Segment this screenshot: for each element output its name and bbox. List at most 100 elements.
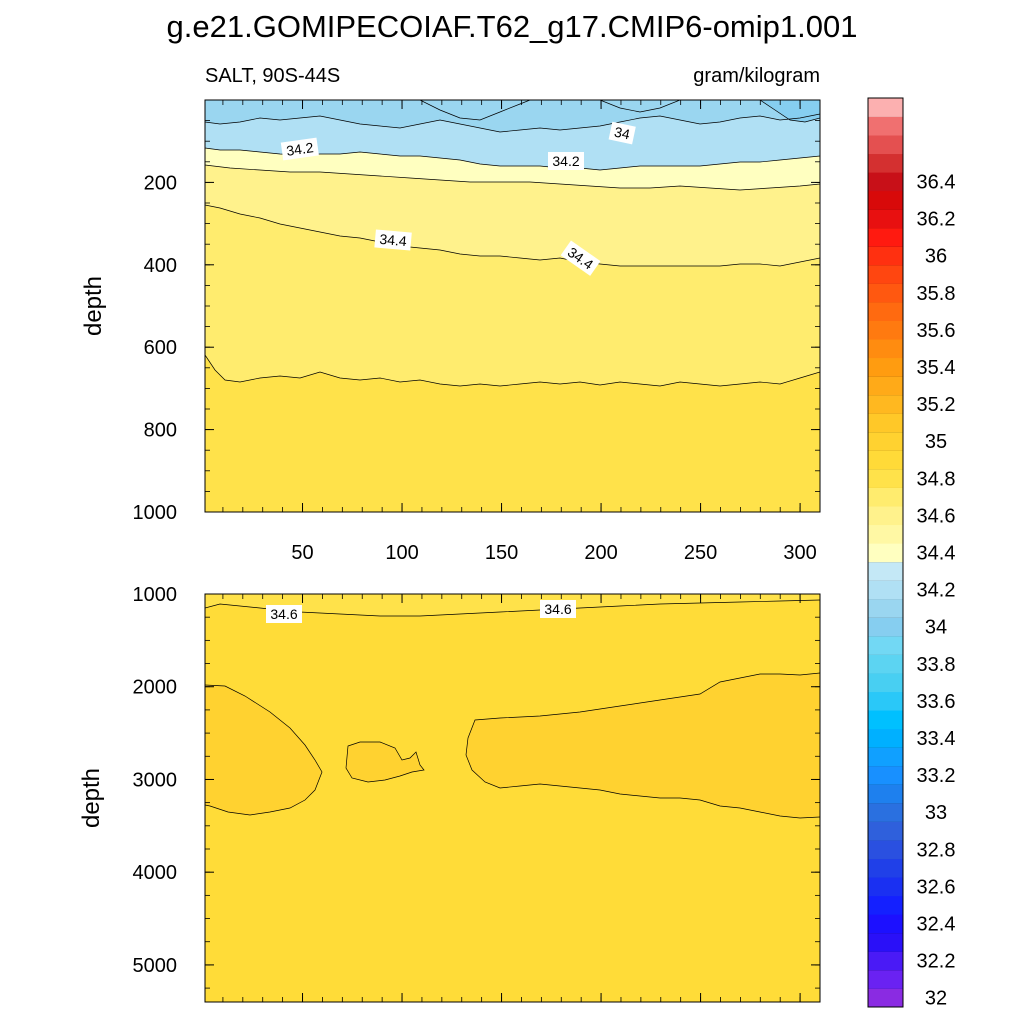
y-tick-label: 5000 — [133, 955, 178, 977]
upper-fill-33-8 — [205, 100, 820, 132]
lower-contour-labels: 34.6 34.6 — [266, 600, 576, 623]
colorbar-tick-label: 36.2 — [917, 209, 956, 231]
lower-frame — [204, 593, 821, 1003]
colorbar-swatch — [868, 691, 903, 711]
colorbar-tick-label: 34.8 — [917, 468, 956, 490]
figure-title: g.e21.GOMIPECOIAF.T62_g17.CMIP6-omip1.00… — [167, 9, 858, 44]
colorbar-swatch — [868, 802, 903, 822]
colorbar-tick-label: 35.2 — [917, 394, 956, 416]
lower-fill-34-8-region-3 — [466, 673, 820, 818]
x-tick-label: 50 — [291, 542, 313, 564]
y-tick-label: 4000 — [133, 862, 178, 884]
lower-y-axis-label: depth — [78, 768, 105, 828]
colorbar-swatch — [868, 302, 903, 322]
colorbar-tick-label: 34.4 — [917, 543, 956, 565]
upper-axes: 200 400 600 800 1000 50 100 150 200 250 300 — [133, 99, 821, 564]
colorbar-swatch — [868, 635, 903, 655]
colorbar-swatch — [868, 728, 903, 748]
y-tick-label: 800 — [144, 420, 177, 442]
lower-fill-34-8-region-1 — [205, 685, 322, 815]
lower-axes: 1000 2000 3000 4000 5000 — [133, 584, 821, 1002]
colorbar-tick-label: 34 — [925, 617, 947, 639]
colorbar-tick-label: 33.8 — [917, 654, 956, 676]
x-tick-label: 100 — [385, 542, 418, 564]
colorbar-tick-label: 35.4 — [917, 357, 956, 379]
upper-contour-label-4: 34.4 — [379, 231, 408, 249]
colorbar-swatch — [868, 506, 903, 526]
colorbar-swatch — [868, 580, 903, 600]
colorbar-tick-label: 32.2 — [917, 951, 956, 973]
colorbar-swatch — [868, 487, 903, 507]
colorbar-swatch — [868, 951, 903, 971]
colorbar-swatch — [868, 339, 903, 359]
colorbar-swatch — [868, 710, 903, 730]
colorbar-swatch — [868, 821, 903, 841]
left-subtitle: SALT, 90S-44S — [205, 65, 340, 87]
colorbar-tick-label: 35.6 — [917, 320, 956, 342]
colorbar-swatch — [868, 135, 903, 155]
x-tick-label: 250 — [684, 542, 717, 564]
colorbar-swatch — [868, 988, 903, 1008]
colorbar-tick-label: 34.2 — [917, 580, 956, 602]
colorbar-swatch — [868, 431, 903, 451]
colorbar-swatch — [868, 394, 903, 414]
colorbar-swatch — [868, 932, 903, 952]
colorbar-tick-label: 32.4 — [917, 914, 956, 936]
lower-contour-label-2: 34.6 — [544, 601, 571, 617]
colorbar-swatch — [868, 840, 903, 859]
colorbar-tick-label: 35 — [925, 431, 947, 453]
x-tick-label: 150 — [485, 542, 518, 564]
colorbar-swatch — [868, 858, 903, 878]
upper-contour-label-3: 34.2 — [552, 153, 579, 169]
lower-fill-34-6 — [205, 594, 820, 616]
upper-contour-label-2: 34 — [613, 124, 632, 143]
colorbar-swatch — [868, 116, 903, 136]
colorbar-swatch — [868, 172, 903, 192]
y-tick-label: 1000 — [133, 502, 178, 524]
colorbar-swatch — [868, 246, 903, 266]
colorbar-swatch — [868, 209, 903, 229]
upper-fill-33-6 — [760, 100, 820, 122]
y-tick-label: 200 — [144, 172, 177, 194]
colorbar-tick-label: 32.6 — [917, 876, 956, 898]
colorbar-swatch — [868, 413, 903, 433]
y-tick-label: 2000 — [133, 677, 178, 699]
colorbar-swatch — [868, 153, 903, 173]
colorbar-swatch — [868, 320, 903, 340]
colorbar-swatch — [868, 598, 903, 618]
colorbar-tick-label: 36 — [925, 246, 947, 268]
colorbar-tick-label: 32 — [925, 988, 947, 1010]
upper-contour-labels: 34.2 34 34.2 34.4 34.4 — [280, 121, 636, 276]
colorbar-swatch — [868, 877, 903, 897]
lower-panel: 34.6 34.6 depth 1000 2000 3000 4000 5000 — [78, 584, 821, 1003]
upper-panel: 34.2 34 34.2 34.4 34.4 depth 200 400 600 80… — [80, 99, 821, 564]
lower-contour-label-1: 34.6 — [270, 606, 297, 622]
colorbar-tick-label: 33.2 — [917, 765, 956, 787]
colorbar: 32 32.2 32.4 32.6 32.8 33 33.2 33.4 33.6 33.8 34 34… — [867, 97, 956, 1010]
colorbar-tick-label: 35.8 — [917, 283, 956, 305]
colorbar-swatch — [868, 524, 903, 544]
colorbar-swatch — [868, 561, 903, 581]
colorbar-swatch — [868, 969, 903, 989]
upper-y-axis-label: depth — [80, 276, 107, 336]
colorbar-tick-label: 32.8 — [917, 839, 956, 861]
x-tick-label: 300 — [783, 542, 816, 564]
x-tick-label: 200 — [584, 542, 617, 564]
colorbar-swatch — [868, 914, 903, 934]
y-tick-label: 3000 — [133, 769, 178, 791]
colorbar-swatch — [868, 227, 903, 247]
upper-contour-label-1: 34.2 — [285, 139, 314, 159]
colorbar-swatch — [868, 543, 903, 563]
y-tick-label: 400 — [144, 255, 177, 277]
colorbar-swatch — [868, 357, 903, 377]
colorbar-swatch — [868, 784, 903, 804]
y-tick-label: 600 — [144, 337, 177, 359]
lower-fill-34-8-region-2 — [346, 742, 424, 782]
colorbar-swatch — [868, 673, 903, 693]
right-subtitle: gram/kilogram — [693, 65, 820, 87]
colorbar-swatch — [868, 895, 903, 915]
colorbar-frame — [867, 97, 904, 1008]
colorbar-tick-label: 33 — [925, 802, 947, 824]
y-tick-label: 1000 — [133, 584, 178, 606]
